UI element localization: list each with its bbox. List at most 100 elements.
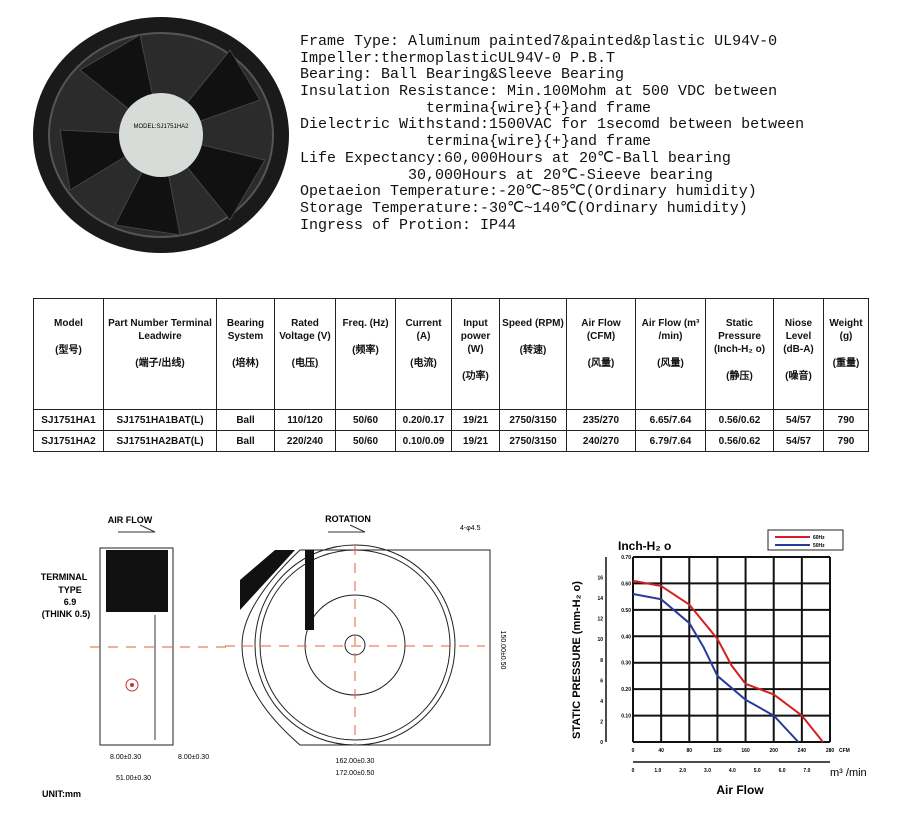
x-tick-label: 40 [658,748,664,754]
x2-tick-label: 7.0 [803,768,810,774]
type-label: TYPE [58,585,82,595]
column-header: Bearing System (培林) [216,298,275,410]
table-cell: 2750/3150 [499,409,567,431]
legend-box [767,529,844,551]
column-header: Air Flow (CFM) (风量) [566,298,636,410]
x2-unit-label: m³ /min [830,767,867,779]
column-header: Air Flow (m³ /min) (风量) [635,298,706,410]
table-cell: 19/21 [451,430,500,452]
y-tick-label: 0.40 [621,634,631,640]
spec-line: Dielectric Withstand:1500VAC for 1secomd… [300,116,805,134]
spec-line: Life Expectancy:60,000Hours at 20℃-Ball … [300,149,731,167]
y2-tick-label: 2 [600,719,603,725]
header-cn: (型号) [55,345,82,356]
column-header: Speed (RPM) (转速) [499,298,567,410]
column-header: Part Number Terminal Leadwire (端子/出线) [103,298,217,410]
header-cn: (风量) [657,358,684,369]
rotation-label: ROTATION [325,514,371,524]
table-cell: 6.65/7.64 [635,409,706,431]
column-header: Static Pressure (Inch-H₂ o) (静压) [705,298,774,410]
spec-line: Insulation Resistance: Min.100Mohm at 50… [300,83,778,101]
x2-tick-label: 5.0 [754,768,761,774]
y2-tick-label: 0 [600,740,603,746]
series-line-60hz [632,579,824,743]
table-cell: SJ1751HA1 [33,409,104,431]
header-cn: (频率) [352,345,379,356]
table-cell: Ball [216,409,275,431]
header-cn: (端子/出线) [135,358,185,369]
column-header: Input power (W) (功率) [451,298,500,410]
dim-51: 51.00±0.30 [116,775,151,782]
column-header: Rated Voltage (V) (电压) [274,298,336,410]
dim-150: 150.00±0.50 [499,631,506,670]
x-tick-label: 240 [798,748,807,754]
y-tick-label: 0.20 [621,687,631,693]
header-en: Weight (g) [829,318,863,342]
table-cell: 240/270 [566,430,636,452]
table-cell: 54/57 [773,430,824,452]
header-cn: (培林) [232,358,259,369]
unit-label: UNIT:mm [42,789,81,799]
y-tick-label: 0.50 [621,608,631,614]
table-cell: 0.10/0.09 [395,430,452,452]
type-value: 6.9 [64,597,77,607]
dim-172: 172.00±0.50 [336,770,375,777]
column-header: Weight (g) (重量) [823,298,869,410]
air-flow-label: AIR FLOW [108,515,153,525]
y2-tick-label: 12 [597,617,603,623]
table-cell: 6.79/7.64 [635,430,706,452]
table-cell: 2750/3150 [499,430,567,452]
spec-line: termina{wire}{+}and frame [300,133,652,151]
x2-tick-label: 1.0 [654,768,661,774]
y2-tick-label: 10 [597,637,603,643]
y2-tick-label: 6 [600,678,603,684]
header-cn: (噪音) [785,371,812,382]
y2-tick-label: 14 [597,596,603,602]
table-row: SJ1751HA2 SJ1751HA2BAT(L) Ball 220/240 50/60… [33,430,869,452]
header-en: Niose Level (dB-A) [783,318,814,355]
header-cn: (电压) [291,358,319,369]
header-en: Speed (RPM) [502,318,564,329]
header-cn: (静压) [726,371,753,382]
header-en: Static Pressure (Inch-H₂ o) [713,318,766,355]
spec-table: Model (型号) Part Number Terminal Leadwire (端… [33,298,869,452]
y2-tick-label: 16 [597,576,603,582]
table-cell: 54/57 [773,409,824,431]
header-en: Model [54,318,83,329]
legend-label: 50Hz [813,543,825,549]
table-cell: 235/270 [566,409,636,431]
header-en: Current (A) [405,318,442,342]
spec-line: Ingress of Protion: IP44 [300,216,517,234]
header-en: Part Number Terminal Leadwire [108,318,212,342]
hole-label: 4-φ4.5 [460,525,481,532]
table-cell: 0.20/0.17 [395,409,452,431]
table-cell: SJ1751HA1BAT(L) [103,409,217,431]
header-cn: (风量) [587,358,615,369]
spec-line: Storage Temperature:-30℃~140℃(Ordinary h… [300,199,748,217]
terminal-label: TERMINAL [41,572,88,582]
spec-list: Frame Type: Aluminum painted7&painted&pl… [300,33,805,234]
header-cn: (转速) [519,345,547,356]
header-cn: (功率) [462,371,489,382]
dim-162: 162.00±0.30 [336,758,375,765]
table-cell: 0.56/0.62 [705,409,774,431]
table-header-row: Model (型号) Part Number Terminal Leadwire (端… [33,298,869,410]
y-tick-label: 0.30 [621,661,631,667]
spec-line: Impeller:thermoplasticUL94V-0 P.B.T [300,49,616,67]
x-tick-label: 120 [713,748,722,754]
header-en: Bearing System [226,318,265,342]
column-header: Current (A) (电流) [395,298,452,410]
y-tick-label: 0.60 [621,581,631,587]
spec-line: Opetaeion Temperature:-20℃~85℃(Ordinary … [300,183,757,201]
table-cell: 790 [823,409,869,431]
side-view-drawing: AIR FLOW TERMINAL TYPE 6.9 (THINK 0.5) 8… [41,515,230,799]
dim-8a: 8.00±0.30 [110,754,141,761]
series-line-50hz [632,593,800,743]
header-en: Input power (W) [460,318,491,355]
table-cell: Ball [216,430,275,452]
x-tick-label: 280 [826,748,835,754]
header-en: Air Flow (m³ /min) [641,318,700,342]
header-cn: (电流) [410,358,437,369]
y-tick-label: 0.70 [621,555,631,561]
x-unit-label: CFM [839,748,850,754]
